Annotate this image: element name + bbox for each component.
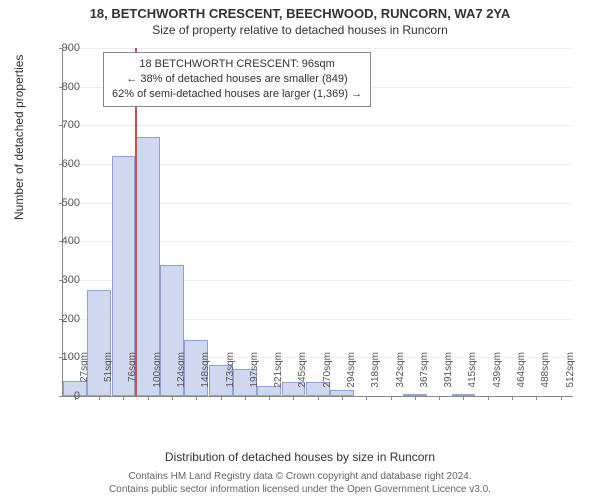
x-tick-mark [439,396,440,400]
y-tick-label: 800 [50,81,80,93]
chart-container: 18, BETCHWORTH CRESCENT, BEECHWOOD, RUNC… [0,0,600,500]
x-tick-mark [342,396,343,400]
x-tick-mark [536,396,537,400]
y-tick-label: 200 [50,313,80,325]
x-tick-mark [463,396,464,400]
x-tick-label: 464sqm [516,352,527,400]
y-axis-label: Number of detached properties [12,55,26,220]
x-tick-mark [221,396,222,400]
x-tick-mark [415,396,416,400]
y-tick-label: 700 [50,119,80,131]
x-tick-mark [366,396,367,400]
x-tick-mark [293,396,294,400]
x-tick-mark [99,396,100,400]
annotation-line-2: ← 38% of detached houses are smaller (84… [112,72,362,87]
x-tick-label: 488sqm [540,352,551,400]
footer-line-1: Contains HM Land Registry data © Crown c… [0,471,600,484]
y-tick-label: 900 [50,42,80,54]
chart-title: 18, BETCHWORTH CRESCENT, BEECHWOOD, RUNC… [0,0,600,21]
x-tick-label: 439sqm [492,352,503,400]
x-tick-label: 512sqm [565,352,576,400]
x-tick-mark [245,396,246,400]
x-tick-mark [488,396,489,400]
x-tick-mark [148,396,149,400]
chart-subtitle: Size of property relative to detached ho… [0,21,600,37]
x-tick-label: 342sqm [395,352,406,400]
x-tick-mark [172,396,173,400]
annotation-line-1: 18 BETCHWORTH CRESCENT: 96sqm [112,57,362,72]
y-tick-label: 400 [50,235,80,247]
x-tick-mark [123,396,124,400]
y-tick-label: 100 [50,351,80,363]
gridline [63,125,573,126]
y-tick-label: 0 [50,390,80,402]
x-tick-label: 367sqm [419,352,430,400]
y-tick-label: 300 [50,274,80,286]
x-tick-mark [196,396,197,400]
footer-line-2: Contains public sector information licen… [0,484,600,497]
y-tick-label: 500 [50,197,80,209]
x-tick-mark [391,396,392,400]
x-tick-mark [318,396,319,400]
footer-attribution: Contains HM Land Registry data © Crown c… [0,471,600,496]
x-tick-mark [561,396,562,400]
annotation-line-3: 62% of semi-detached houses are larger (… [112,87,362,102]
x-axis-label: Distribution of detached houses by size … [0,450,600,464]
x-tick-label: 415sqm [467,352,478,400]
x-tick-label: 391sqm [443,352,454,400]
x-tick-label: 294sqm [346,352,357,400]
x-tick-label: 318sqm [370,352,381,400]
gridline [63,48,573,49]
x-tick-mark [269,396,270,400]
y-tick-label: 600 [50,158,80,170]
x-tick-mark [512,396,513,400]
annotation-box: 18 BETCHWORTH CRESCENT: 96sqm ← 38% of d… [103,52,371,107]
